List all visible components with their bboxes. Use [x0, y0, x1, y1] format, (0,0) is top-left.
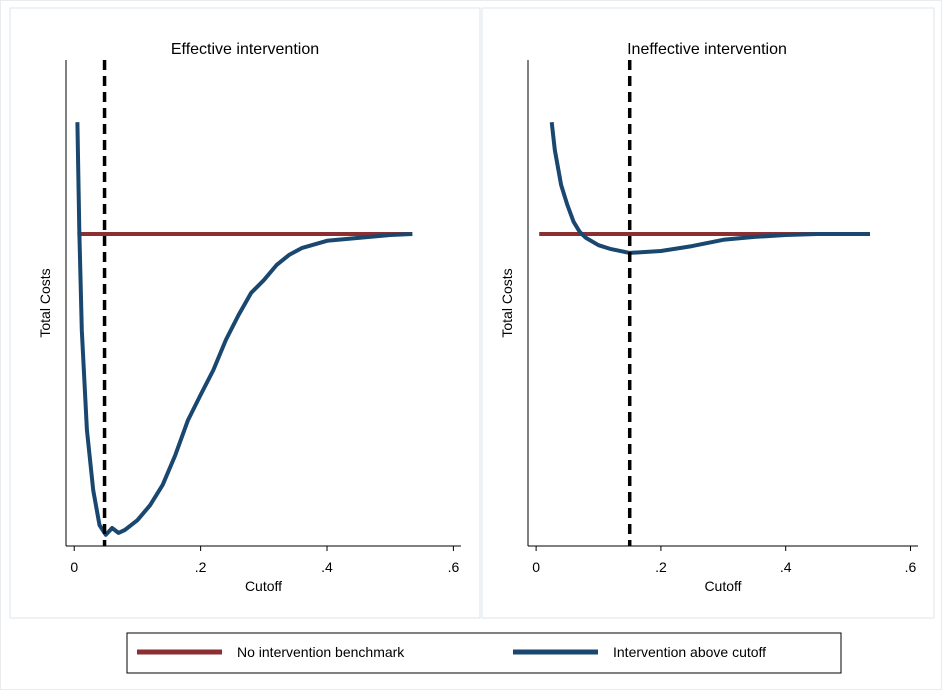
chart-title: Ineffective intervention: [627, 41, 787, 58]
panel: [481, 7, 935, 619]
y-axis-title: Total Costs: [37, 268, 53, 337]
x-tick-label: .4: [321, 559, 333, 575]
y-axis-title: Total Costs: [499, 268, 515, 337]
series-line: [549, 121, 870, 255]
x-tick-label: .2: [655, 559, 667, 575]
chart-title: Effective intervention: [171, 41, 319, 58]
x-tick-label: 0: [70, 559, 78, 575]
x-tick-label: .6: [905, 559, 917, 575]
x-tick-label: .2: [195, 559, 207, 575]
legend-label: No intervention benchmark: [237, 644, 405, 660]
legend-label: Intervention above cutoff: [613, 644, 766, 660]
legend: [126, 632, 842, 674]
x-tick-label: .4: [780, 559, 792, 575]
series-line: [75, 122, 413, 537]
panel: [9, 7, 481, 619]
x-axis-title: Cutoff: [245, 578, 282, 594]
x-tick-label: .6: [448, 559, 460, 575]
x-axis-title: Cutoff: [704, 578, 741, 594]
x-tick-label: 0: [532, 559, 540, 575]
